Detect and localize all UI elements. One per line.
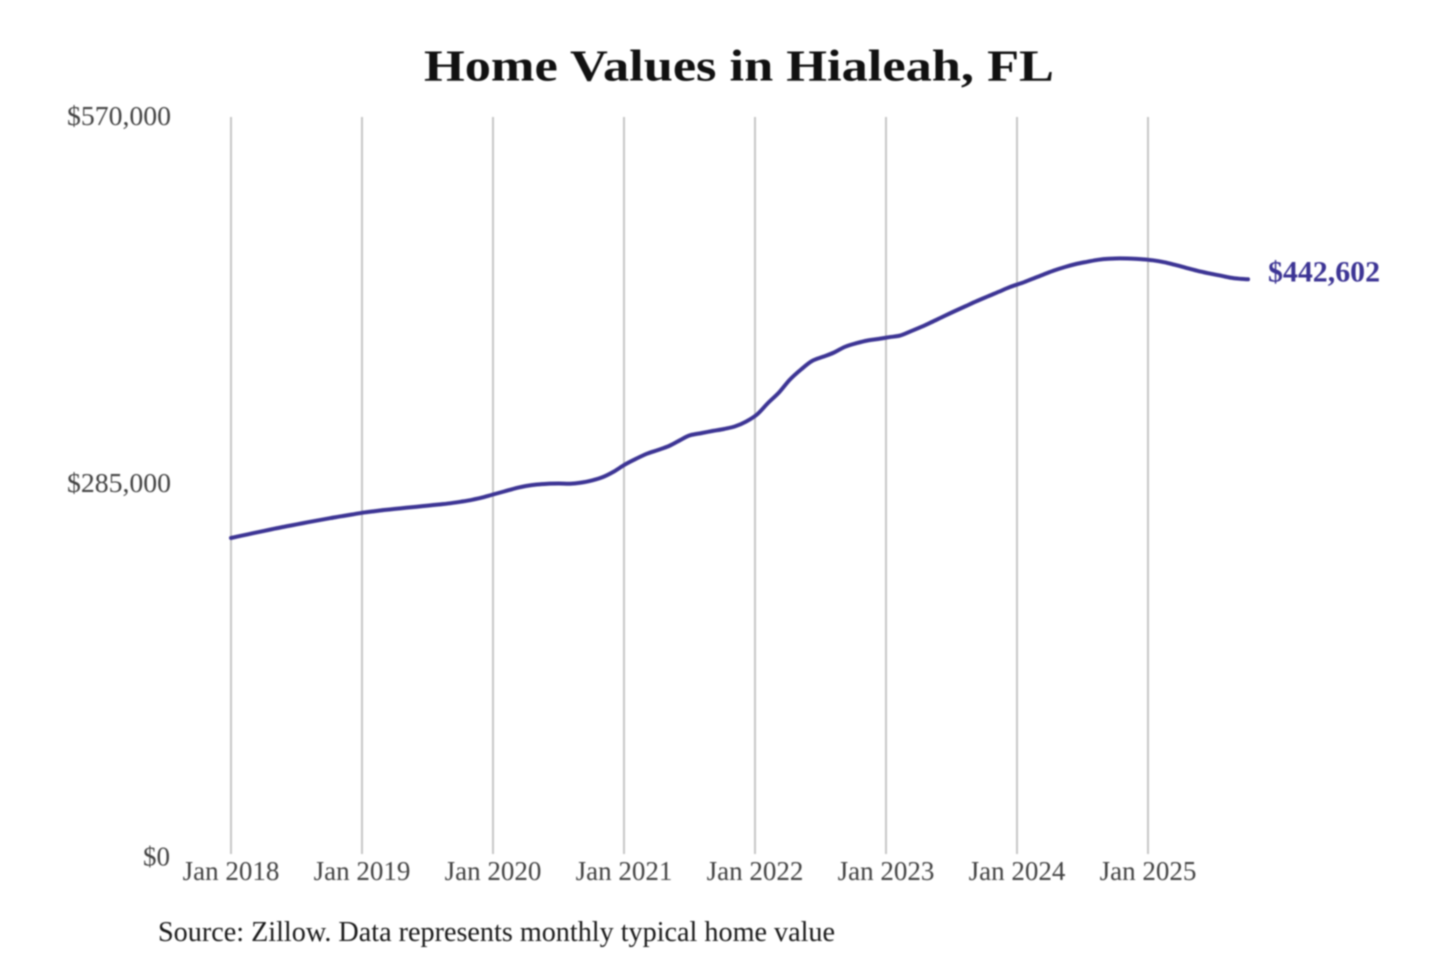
svg-text:Jan 2021: Jan 2021	[576, 856, 673, 886]
svg-text:Jan 2024: Jan 2024	[969, 856, 1066, 886]
svg-text:$285,000: $285,000	[67, 468, 171, 498]
svg-text:$0: $0	[143, 842, 170, 872]
svg-text:$442,602: $442,602	[1268, 256, 1380, 289]
svg-text:Jan 2025: Jan 2025	[1100, 856, 1197, 886]
svg-text:Jan 2020: Jan 2020	[445, 856, 542, 886]
svg-text:$570,000: $570,000	[67, 101, 171, 131]
svg-text:Home Values in Hialeah, FL: Home Values in Hialeah, FL	[424, 42, 1054, 91]
svg-text:Jan 2023: Jan 2023	[838, 856, 935, 886]
svg-text:Jan 2018: Jan 2018	[183, 856, 280, 886]
svg-text:Jan 2019: Jan 2019	[314, 856, 411, 886]
svg-text:Jan 2022: Jan 2022	[707, 856, 804, 886]
svg-text:Source: Zillow. Data represent: Source: Zillow. Data represents monthly …	[158, 917, 835, 948]
